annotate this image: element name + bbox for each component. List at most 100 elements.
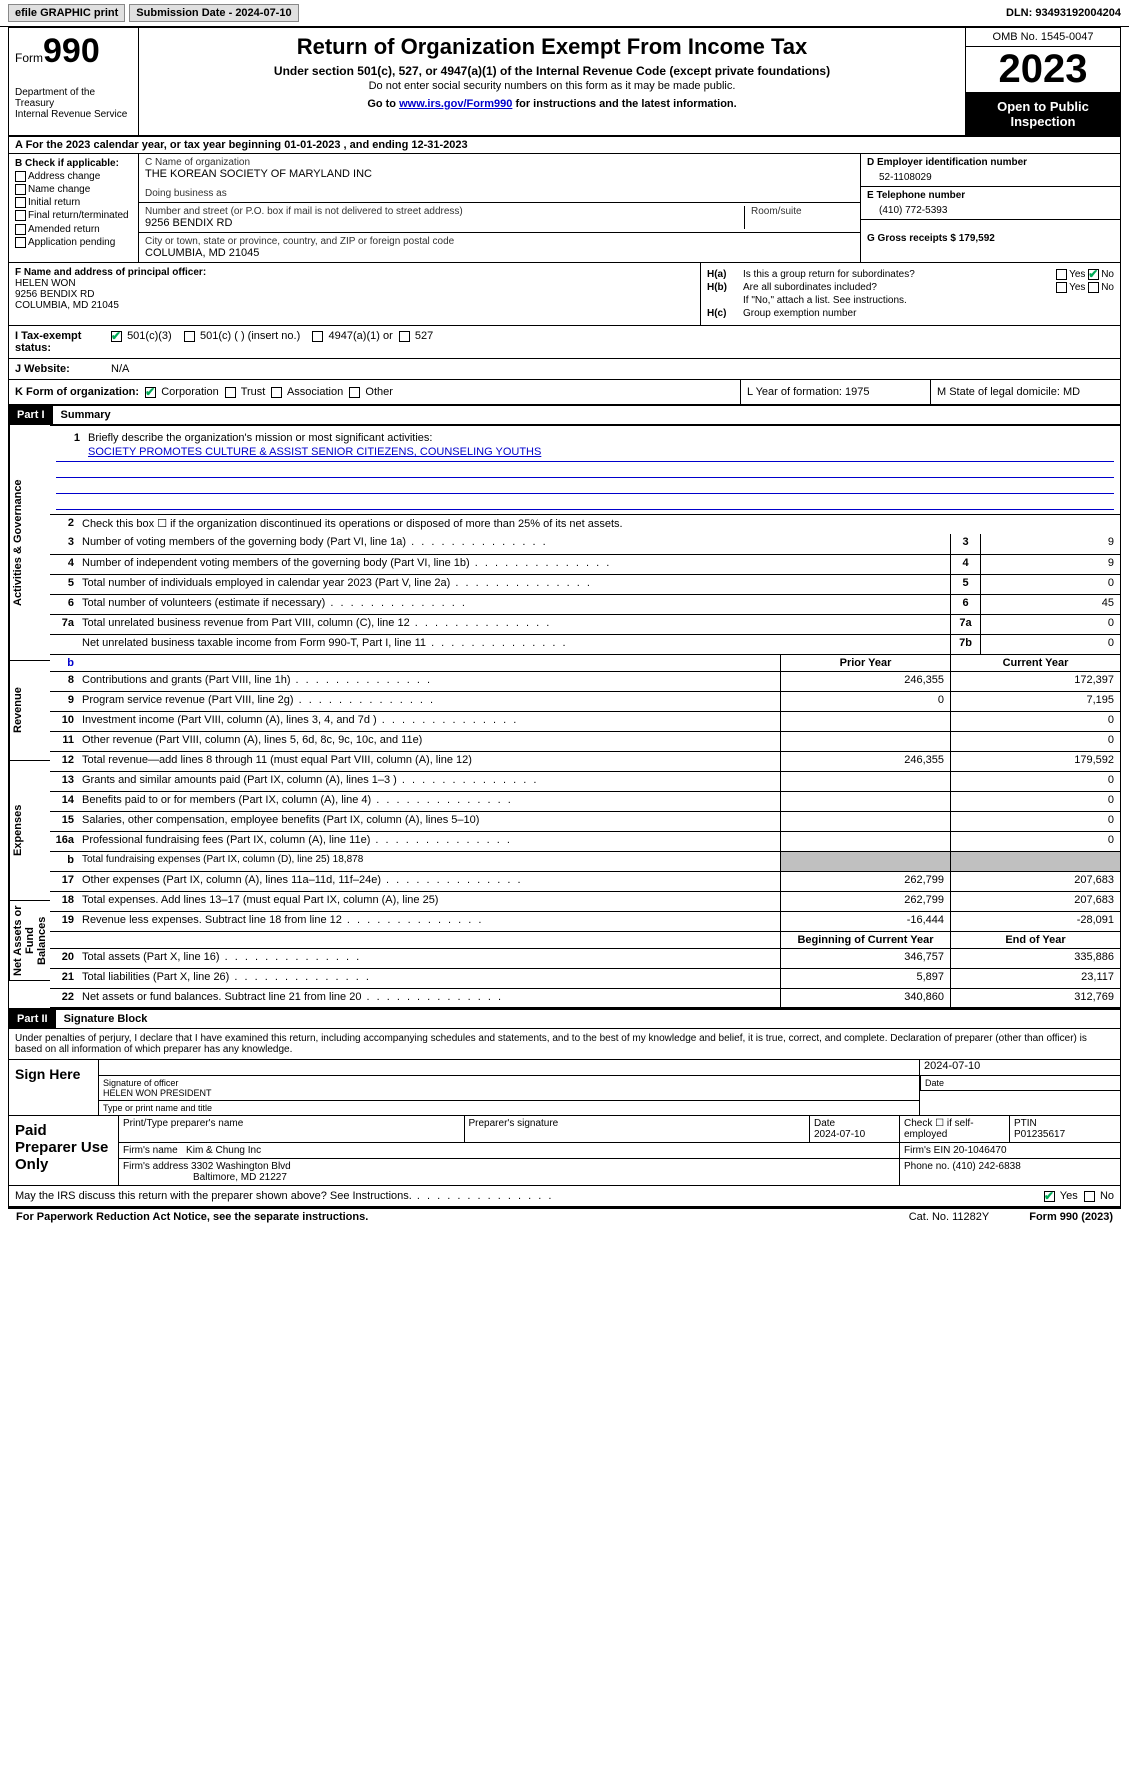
l17-prior: 262,799 (780, 872, 950, 891)
form-990: Form990 Department of the Treasury Inter… (8, 27, 1121, 1207)
line-17: 17Other expenses (Part IX, column (A), l… (50, 871, 1120, 891)
i-label: I Tax-exempt status: (9, 326, 105, 358)
m-state-domicile: M State of legal domicile: MD (930, 380, 1120, 404)
line-16a: 16aProfessional fundraising fees (Part I… (50, 831, 1120, 851)
firm-addr-lbl: Firm's address (123, 1161, 188, 1172)
chk-trust[interactable] (225, 387, 236, 398)
l13-current: 0 (950, 772, 1120, 791)
line-1-mission: 1 Briefly describe the organization's mi… (50, 425, 1120, 514)
l9-prior: 0 (780, 692, 950, 711)
line-8: 8Contributions and grants (Part VIII, li… (50, 671, 1120, 691)
l1-num: 1 (56, 430, 84, 446)
line-13: 13Grants and similar amounts paid (Part … (50, 771, 1120, 791)
hc-text: Group exemption number (743, 308, 1114, 319)
form-number: 990 (43, 32, 100, 70)
summary-body: 1 Briefly describe the organization's mi… (50, 425, 1120, 1008)
side-revenue: Revenue (9, 661, 50, 761)
l22-prior: 340,860 (780, 989, 950, 1007)
phone-lbl: Phone no. (904, 1161, 950, 1172)
current-year-hdr: Current Year (950, 655, 1120, 671)
l12-current: 179,592 (950, 752, 1120, 771)
part2-header-row: Part II Signature Block (9, 1008, 1120, 1029)
mission-link[interactable]: SOCIETY PROMOTES CULTURE & ASSIST SENIOR… (88, 446, 541, 458)
l1-txt: Briefly describe the organization's miss… (84, 430, 1114, 446)
chk-initial-return[interactable]: Initial return (15, 197, 132, 208)
officer-name-title: HELEN WON PRESIDENT (103, 1088, 212, 1098)
chk-501c3[interactable] (111, 331, 122, 342)
discuss-no-chk[interactable] (1084, 1191, 1095, 1202)
firm-addr2: Baltimore, MD 21227 (193, 1172, 287, 1183)
chk-4947[interactable] (312, 331, 323, 342)
l8-prior: 246,355 (780, 672, 950, 691)
chk-other[interactable] (349, 387, 360, 398)
row-j-website: J Website: N/A (9, 359, 1120, 380)
hb-label: H(b) (707, 282, 743, 293)
chk-association[interactable] (271, 387, 282, 398)
line-9: 9Program service revenue (Part VIII, lin… (50, 691, 1120, 711)
k-form-org: K Form of organization: Corporation Trus… (9, 380, 740, 404)
l2-num: 2 (50, 515, 78, 534)
hb-no-chk[interactable] (1088, 282, 1099, 293)
self-employed: Check ☐ if self-employed (900, 1116, 1010, 1142)
dept-label: Department of the Treasury Internal Reve… (15, 87, 132, 120)
l9-current: 7,195 (950, 692, 1120, 711)
org-name-label: C Name of organization (145, 157, 854, 168)
col-b-checkboxes: B Check if applicable: Address change Na… (9, 154, 139, 262)
type-name-label: Type or print name and title (99, 1101, 919, 1115)
efile-button[interactable]: efile GRAPHIC print (8, 4, 125, 22)
row-klm: K Form of organization: Corporation Trus… (9, 380, 1120, 406)
hb-yes-chk[interactable] (1056, 282, 1067, 293)
side-activities: Activities & Governance (9, 425, 50, 661)
ha-label: H(a) (707, 269, 743, 280)
footer-form: Form 990 (2023) (1029, 1211, 1113, 1223)
header-center: Return of Organization Exempt From Incom… (139, 28, 965, 135)
l4-val: 9 (980, 555, 1120, 574)
side-netassets: Net Assets or Fund Balances (9, 901, 50, 981)
ha-yes-chk[interactable] (1056, 269, 1067, 280)
l21-prior: 5,897 (780, 969, 950, 988)
irs-link[interactable]: www.irs.gov/Form990 (399, 98, 512, 110)
chk-application-pending[interactable]: Application pending (15, 237, 132, 248)
prep-phone: (410) 242-6838 (952, 1161, 1020, 1172)
chk-final-return[interactable]: Final return/terminated (15, 210, 132, 221)
open-inspection: Open to Public Inspection (966, 93, 1120, 135)
chk-501c[interactable] (184, 331, 195, 342)
l22-current: 312,769 (950, 989, 1120, 1007)
dba-label: Doing business as (145, 188, 854, 199)
firm-name-lbl: Firm's name (123, 1145, 178, 1156)
ptin-lbl: PTIN (1014, 1118, 1037, 1129)
l16b-current (950, 852, 1120, 871)
l20-current: 335,886 (950, 949, 1120, 968)
i-options: 501(c)(3) 501(c) ( ) (insert no.) 4947(a… (105, 326, 1120, 358)
summary-section: Activities & Governance Revenue Expenses… (9, 425, 1120, 1008)
hb-text: Are all subordinates included? (743, 282, 1056, 293)
line-15: 15Salaries, other compensation, employee… (50, 811, 1120, 831)
sig-date: 2024-07-10 (920, 1060, 1120, 1076)
line-22: 22Net assets or fund balances. Subtract … (50, 988, 1120, 1008)
form-header: Form990 Department of the Treasury Inter… (9, 28, 1120, 137)
principal-officer: F Name and address of principal officer:… (9, 263, 700, 325)
chk-name-change[interactable]: Name change (15, 184, 132, 195)
l18-current: 207,683 (950, 892, 1120, 911)
dln: DLN: 93493192004204 (1006, 7, 1121, 19)
subtitle-2: Do not enter social security numbers on … (145, 80, 959, 92)
chk-address-change[interactable]: Address change (15, 171, 132, 182)
l14-current: 0 (950, 792, 1120, 811)
line-12: 12Total revenue—add lines 8 through 11 (… (50, 751, 1120, 771)
sig-declaration: Under penalties of perjury, I declare th… (9, 1029, 1120, 1060)
l11-current: 0 (950, 732, 1120, 751)
l13-prior (780, 772, 950, 791)
org-name: THE KOREAN SOCIETY OF MARYLAND INC (145, 168, 854, 180)
ha-no-chk[interactable] (1088, 269, 1099, 280)
l17-current: 207,683 (950, 872, 1120, 891)
l15-current: 0 (950, 812, 1120, 831)
chk-amended-return[interactable]: Amended return (15, 224, 132, 235)
chk-527[interactable] (399, 331, 410, 342)
ha-yesno: Yes No (1056, 269, 1114, 280)
discuss-yes-chk[interactable] (1044, 1191, 1055, 1202)
officer-name: HELEN WON (15, 278, 694, 289)
date-label: Date (920, 1076, 1120, 1091)
line-16b: bTotal fundraising expenses (Part IX, co… (50, 851, 1120, 871)
main-info-block: B Check if applicable: Address change Na… (9, 154, 1120, 263)
chk-corporation[interactable] (145, 387, 156, 398)
